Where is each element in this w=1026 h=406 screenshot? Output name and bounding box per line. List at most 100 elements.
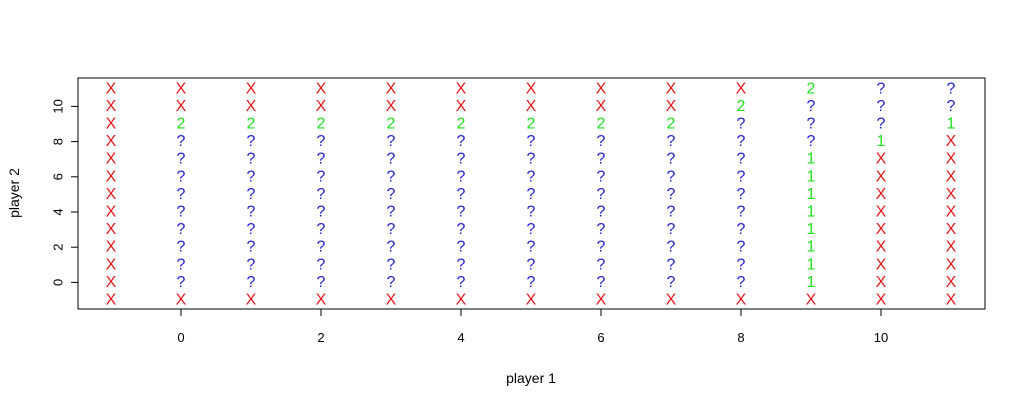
point-marker: X [946, 151, 957, 168]
point-marker: X [946, 168, 957, 185]
point-marker: X [876, 151, 887, 168]
point-marker: ? [877, 80, 886, 97]
point-marker: 2 [317, 116, 326, 133]
point-marker: ? [807, 98, 816, 115]
point-marker: ? [597, 204, 606, 221]
point-marker: ? [247, 204, 256, 221]
point-marker: ? [387, 239, 396, 256]
point-marker: ? [247, 256, 256, 273]
point-marker: X [246, 98, 257, 115]
point-marker: ? [527, 133, 536, 150]
point-marker: X [876, 204, 887, 221]
point-marker: X [106, 168, 117, 185]
point-marker: ? [527, 274, 536, 291]
point-marker: X [736, 80, 747, 97]
point-marker: X [526, 80, 537, 97]
point-marker: ? [737, 151, 746, 168]
point-marker: X [806, 292, 817, 309]
point-marker: ? [597, 274, 606, 291]
point-marker: 1 [807, 221, 816, 238]
point-marker: ? [807, 116, 816, 133]
point-marker: 1 [807, 256, 816, 273]
x-tick-label: 6 [597, 330, 604, 345]
point-marker: ? [877, 98, 886, 115]
y-axis-title: player 2 [6, 168, 22, 218]
point-marker: ? [387, 151, 396, 168]
point-marker: X [106, 204, 117, 221]
point-marker: X [246, 292, 257, 309]
point-marker: X [666, 80, 677, 97]
point-marker: X [876, 274, 887, 291]
point-marker: ? [317, 133, 326, 150]
point-marker: ? [597, 221, 606, 238]
point-marker: ? [457, 256, 466, 273]
point-marker: X [526, 292, 537, 309]
point-marker: ? [457, 133, 466, 150]
y-tick-label: 10 [51, 99, 66, 113]
point-marker: ? [247, 133, 256, 150]
point-marker: ? [387, 274, 396, 291]
point-marker: ? [597, 168, 606, 185]
point-marker: ? [597, 256, 606, 273]
point-marker: ? [317, 221, 326, 238]
point-marker: ? [317, 151, 326, 168]
point-marker: ? [387, 186, 396, 203]
point-marker: X [106, 80, 117, 97]
point-marker: X [456, 292, 467, 309]
point-marker: ? [667, 186, 676, 203]
x-tick-label: 2 [317, 330, 324, 345]
point-marker: ? [317, 256, 326, 273]
point-marker: X [736, 292, 747, 309]
point-marker: ? [177, 221, 186, 238]
x-tick-label: 10 [874, 330, 888, 345]
point-marker: ? [177, 133, 186, 150]
point-marker: ? [667, 168, 676, 185]
point-marker: ? [527, 221, 536, 238]
point-marker: ? [317, 239, 326, 256]
point-marker: ? [457, 186, 466, 203]
point-marker: X [316, 292, 327, 309]
plot-marks: X X X X X X X X X X 2? ?X X X X X X X X X 2?? ?X 2 2 2 2 2 2 2 2??? 1X… [106, 80, 957, 308]
point-marker: ? [177, 168, 186, 185]
point-marker: 1 [877, 133, 886, 150]
point-marker: ? [667, 151, 676, 168]
y-axis: 0 2 4 6 8 10 [51, 99, 78, 286]
point-marker: X [946, 221, 957, 238]
point-marker: ? [457, 204, 466, 221]
point-marker: ? [667, 256, 676, 273]
point-marker: ? [807, 133, 816, 150]
point-marker: X [106, 133, 117, 150]
point-marker: ? [457, 239, 466, 256]
point-marker: 2 [807, 80, 816, 97]
point-marker: X [596, 292, 607, 309]
point-marker: ? [387, 133, 396, 150]
y-tick-label: 2 [51, 244, 66, 251]
point-marker: ? [527, 256, 536, 273]
point-marker: ? [667, 221, 676, 238]
y-tick-label: 8 [51, 138, 66, 145]
point-marker: 2 [737, 98, 746, 115]
point-marker: ? [527, 151, 536, 168]
point-marker: ? [247, 151, 256, 168]
point-marker: X [106, 239, 117, 256]
point-marker: ? [597, 151, 606, 168]
point-marker: X [106, 221, 117, 238]
point-marker: ? [737, 133, 746, 150]
point-marker: X [946, 133, 957, 150]
point-marker: X [946, 186, 957, 203]
x-axis-title: player 1 [506, 370, 556, 386]
x-tick-label: 4 [457, 330, 464, 345]
point-marker: X [106, 151, 117, 168]
point-marker: 1 [807, 168, 816, 185]
point-marker: ? [667, 133, 676, 150]
point-marker: X [246, 80, 257, 97]
point-marker: ? [457, 151, 466, 168]
point-marker: X [106, 186, 117, 203]
point-marker: X [456, 80, 467, 97]
point-marker: 1 [807, 186, 816, 203]
point-marker: X [876, 168, 887, 185]
point-marker: 1 [807, 204, 816, 221]
point-marker: X [946, 204, 957, 221]
point-marker: X [666, 292, 677, 309]
